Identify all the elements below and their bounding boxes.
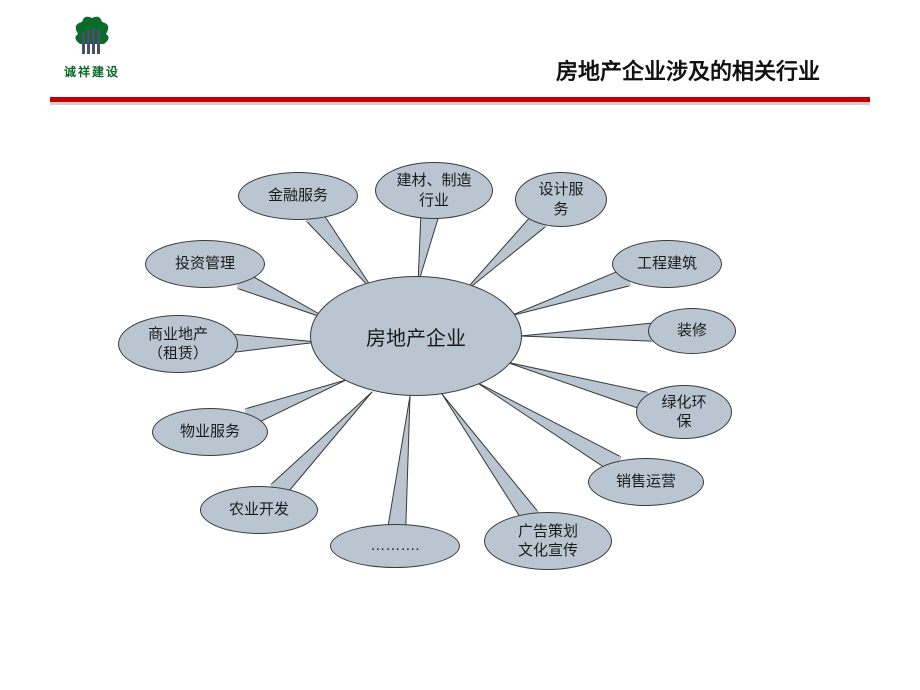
tail-design (462, 214, 546, 294)
node-property: 物业服务 (152, 408, 268, 456)
node-design: 设计服 务 (515, 172, 607, 227)
tail-ellipsis (388, 396, 410, 529)
tail-green (506, 362, 647, 410)
tail-engineering (510, 269, 630, 316)
node-invest: 投资管理 (145, 240, 265, 288)
tail-sales (476, 382, 621, 472)
tail-decoration (520, 323, 652, 341)
node-materials: 建材、制造 行业 (375, 162, 493, 219)
tail-invest (238, 272, 330, 320)
tail-advertising (442, 394, 538, 522)
tree-icon (68, 14, 116, 56)
node-commercial: 商业地产 （租赁） (118, 315, 238, 373)
tail-finance (307, 210, 376, 294)
node-sales: 销售运营 (588, 458, 704, 506)
logo-text: 诚祥建设 (52, 63, 132, 80)
node-engineering: 工程建筑 (612, 240, 722, 288)
node-green: 绿化环 保 (636, 385, 732, 439)
divider-gray (50, 102, 870, 105)
tail-property (246, 380, 346, 426)
diagram-canvas: 房地产企业 金融服务建材、制造 行业设计服 务投资管理 工程建筑商业地产 （租赁） 装… (0, 110, 920, 670)
node-decoration: 装修 (648, 308, 736, 354)
node-ellipsis: ………. (330, 524, 460, 568)
tail-agriculture (271, 392, 372, 497)
page-title: 房地产企业涉及的相关行业 (556, 54, 820, 86)
center-node: 房地产企业 (310, 276, 522, 396)
tail-materials (418, 213, 439, 284)
tail-commercial (234, 334, 318, 352)
node-agriculture: 农业开发 (200, 486, 318, 534)
logo: 诚祥建设 (52, 14, 132, 80)
node-finance: 金融服务 (238, 172, 358, 220)
node-advertising: 广告策划 文化宣传 (484, 512, 612, 570)
